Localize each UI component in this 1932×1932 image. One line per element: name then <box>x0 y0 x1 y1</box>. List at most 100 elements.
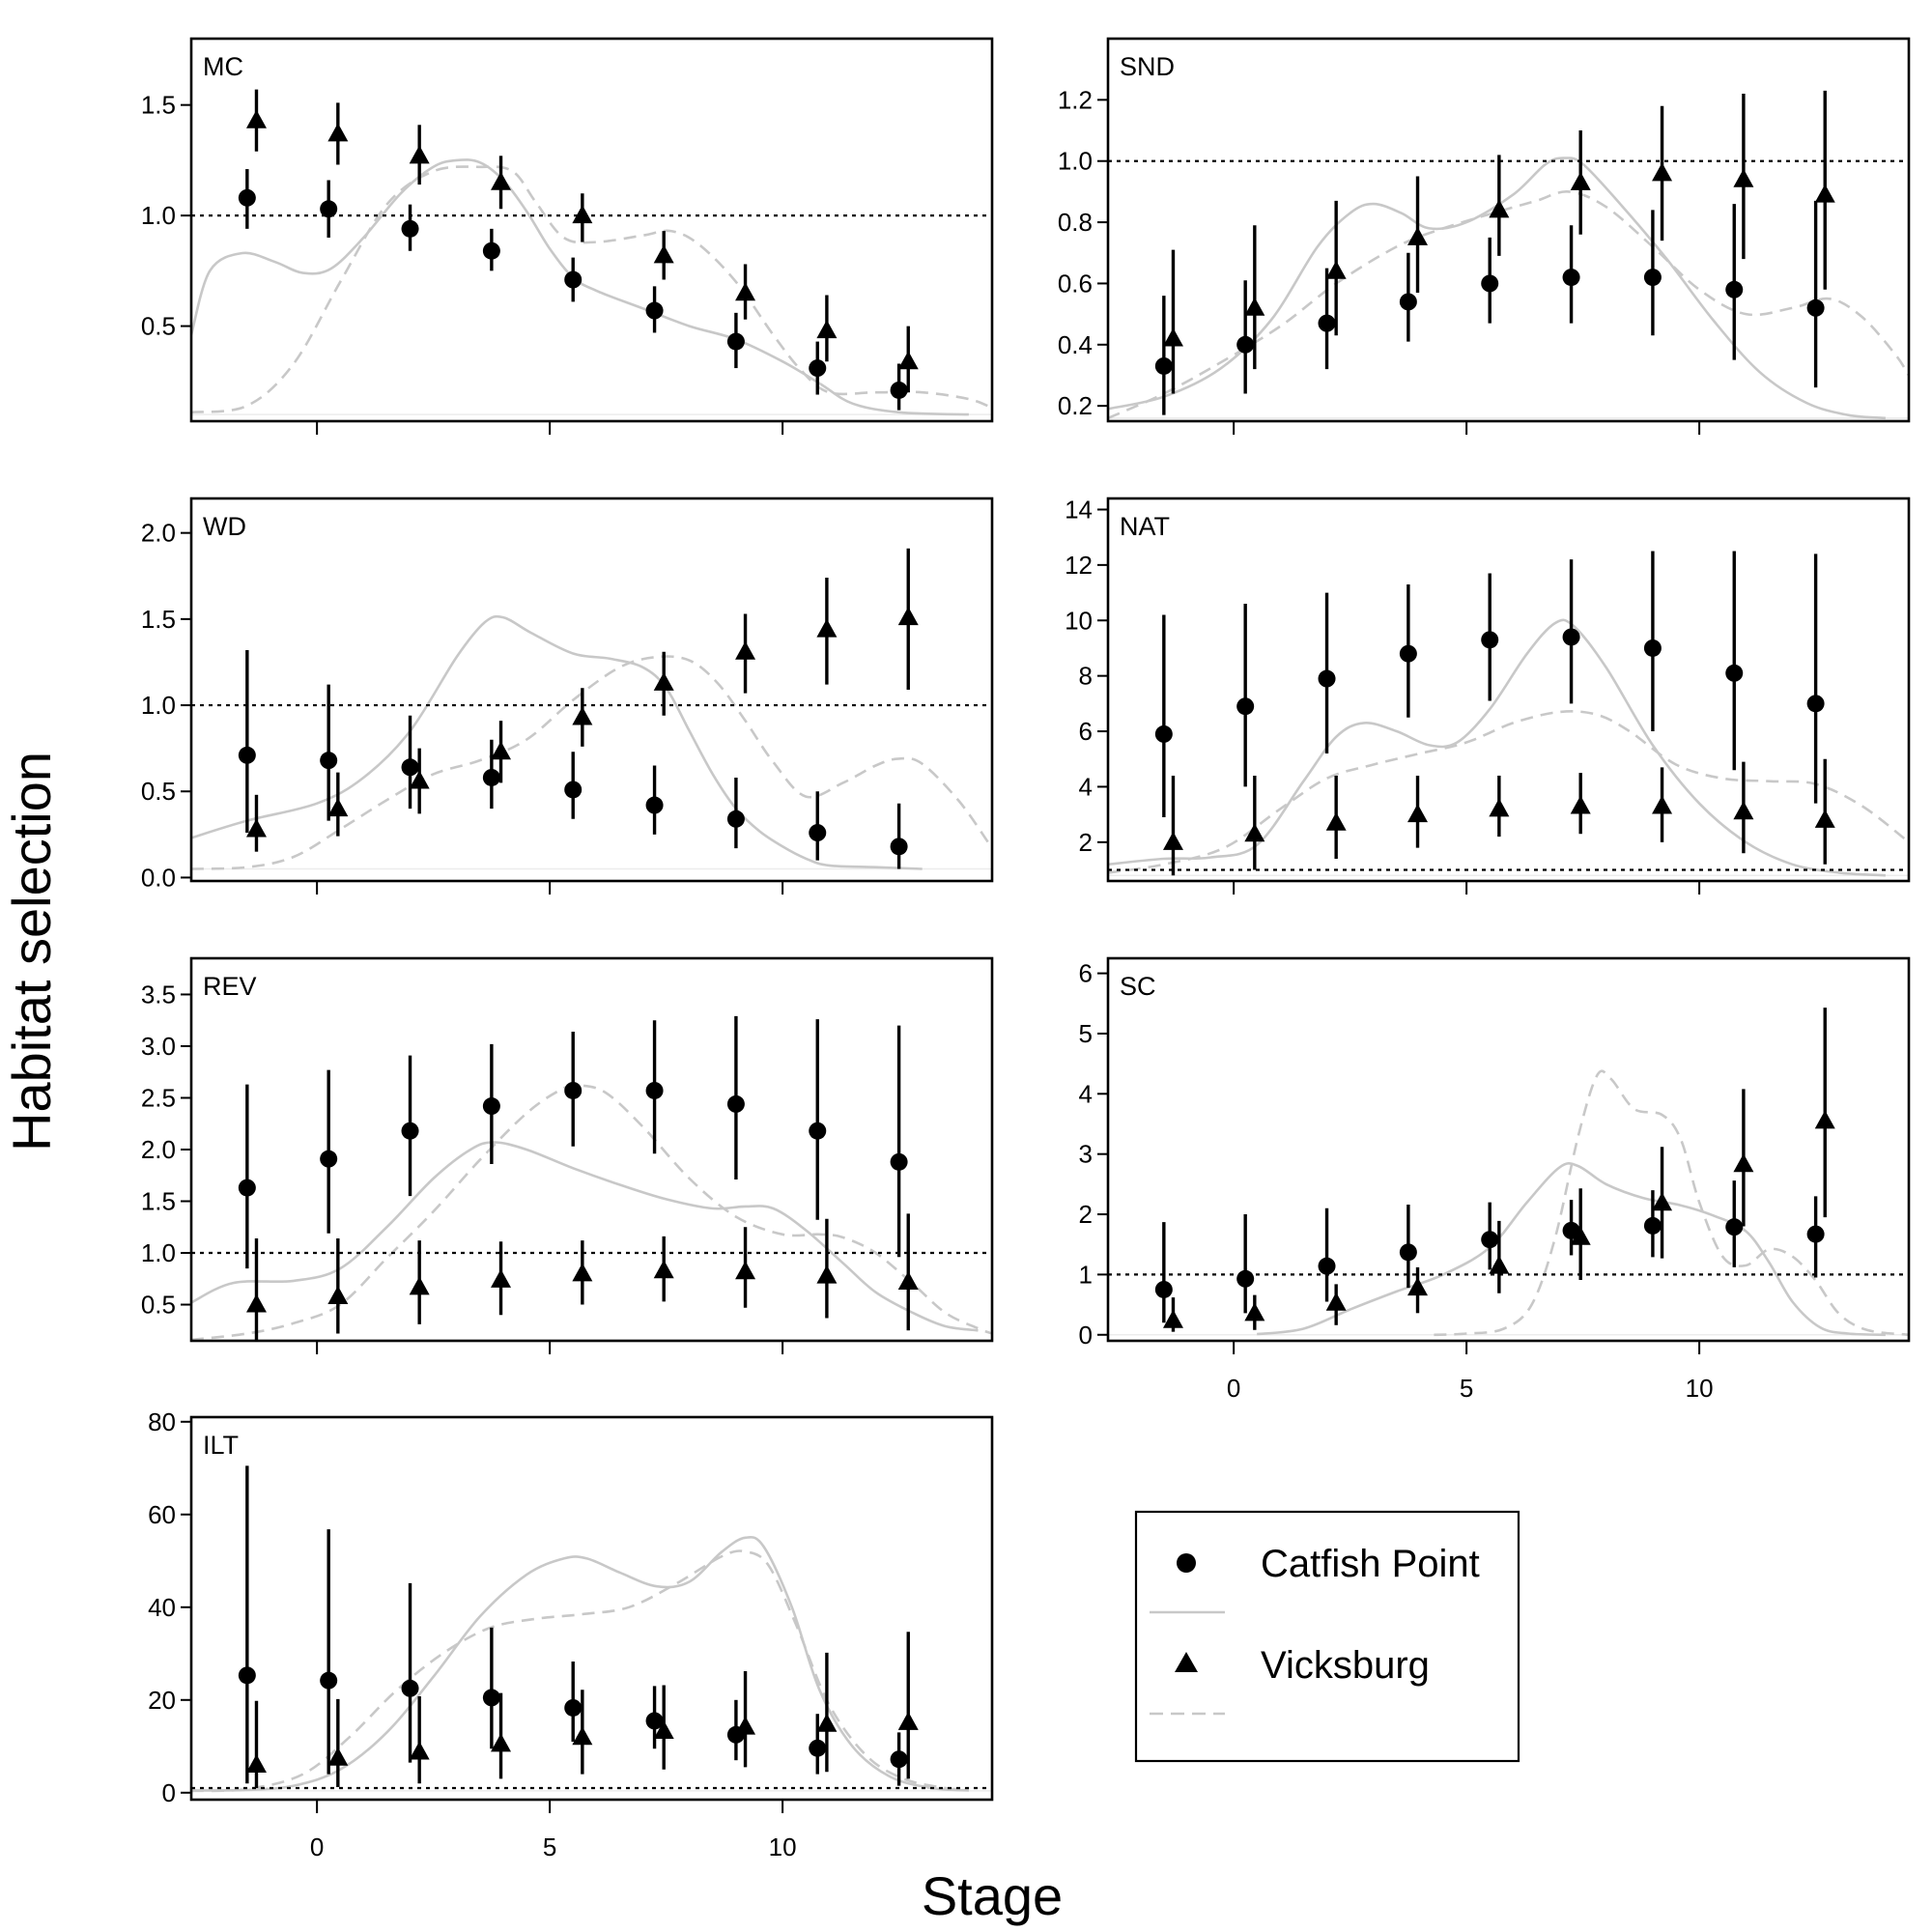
frame-mc <box>189 37 994 423</box>
point-vicksburg-sc <box>1244 1302 1265 1321</box>
panel-ilt: 0 20 40 60 80 0 5 10 ILT <box>148 1407 994 1861</box>
ytick-label-rev: 3.5 <box>141 980 176 1009</box>
point-vicksburg-mc <box>897 351 919 370</box>
ytick-label-sc: 6 <box>1079 959 1093 988</box>
density-solid-rev <box>191 1141 979 1332</box>
point-catfish-point-sc <box>1318 1257 1336 1275</box>
ytick-label-snd: 0.8 <box>1058 208 1093 237</box>
density-solid-mc <box>191 158 969 416</box>
point-vicksburg-rev <box>327 1285 349 1304</box>
point-vicksburg-mc <box>735 282 756 301</box>
plot-area-sc <box>1108 1008 1909 1337</box>
ytick-label-mc: 0.5 <box>141 312 176 341</box>
xtick-label-sc: 10 <box>1686 1374 1714 1403</box>
point-catfish-point-sc <box>1725 1218 1744 1236</box>
point-catfish-point-wd <box>482 768 500 786</box>
xtick-label-ilt: 0 <box>310 1833 324 1861</box>
point-vicksburg-rev <box>816 1264 838 1284</box>
point-catfish-point-sc <box>1236 1269 1255 1288</box>
point-catfish-point-nat <box>1318 669 1336 688</box>
point-vicksburg-mc <box>653 244 674 264</box>
point-catfish-point-sc <box>1562 1221 1580 1239</box>
point-vicksburg-sc <box>1325 1292 1347 1311</box>
legend-label-catfish-point: Catfish Point <box>1261 1543 1480 1585</box>
plot-area-ilt <box>191 1465 992 1793</box>
point-vicksburg-sc <box>1652 1192 1673 1211</box>
point-catfish-point-snd <box>1725 280 1744 298</box>
panel-rev: 0.5 1.0 1.5 2.0 2.5 3.0 3.5 REV <box>141 956 994 1354</box>
xtick-label-ilt: 5 <box>543 1833 556 1861</box>
panel-label-wd: WD <box>203 512 246 541</box>
plot-area-wd <box>191 548 992 870</box>
point-catfish-point-snd <box>1236 335 1255 354</box>
point-catfish-point-rev <box>320 1150 338 1168</box>
point-vicksburg-nat <box>1162 831 1183 850</box>
point-vicksburg-ilt <box>735 1716 756 1735</box>
point-catfish-point-mc <box>564 270 582 289</box>
point-catfish-point-rev <box>401 1122 419 1140</box>
point-vicksburg-ilt <box>491 1733 512 1752</box>
panel-label-sc: SC <box>1120 972 1156 1001</box>
point-catfish-point-nat <box>1806 695 1825 713</box>
point-catfish-point-ilt <box>401 1679 419 1697</box>
point-vicksburg-ilt <box>572 1726 593 1746</box>
point-vicksburg-wd <box>735 640 756 660</box>
point-catfish-point-wd <box>645 796 664 814</box>
point-vicksburg-rev <box>491 1268 512 1288</box>
point-catfish-point-nat <box>1154 724 1173 743</box>
point-catfish-point-nat <box>1562 628 1580 646</box>
point-vicksburg-nat <box>1407 804 1429 823</box>
point-vicksburg-mc <box>572 205 593 224</box>
point-vicksburg-snd <box>1325 260 1347 279</box>
point-catfish-point-snd <box>1481 274 1499 293</box>
point-vicksburg-nat <box>1325 811 1347 831</box>
point-vicksburg-snd <box>1570 171 1591 190</box>
ytick-label-snd: 1.0 <box>1058 147 1093 176</box>
plot-area-nat <box>1108 551 1909 877</box>
point-vicksburg-rev <box>653 1260 674 1279</box>
ytick-label-nat: 6 <box>1079 717 1093 746</box>
point-vicksburg-ilt <box>897 1711 919 1730</box>
panel-mc: 0.5 1.0 1.5 MC <box>141 37 994 435</box>
point-vicksburg-sc <box>1570 1226 1591 1245</box>
point-vicksburg-sc <box>1489 1255 1510 1274</box>
density-dashed-sc <box>1434 1069 1909 1337</box>
point-vicksburg-rev <box>735 1261 756 1280</box>
ytick-label-rev: 0.5 <box>141 1291 176 1320</box>
ytick-label-sc: 3 <box>1079 1140 1093 1169</box>
ytick-label-rev: 2.0 <box>141 1135 176 1164</box>
ytick-label-ilt: 60 <box>148 1500 176 1529</box>
density-dashed-snd <box>1108 190 1909 419</box>
point-catfish-point-nat <box>1236 697 1255 716</box>
ytick-label-nat: 14 <box>1065 495 1093 524</box>
point-vicksburg-snd <box>1489 199 1510 218</box>
density-dashed-nat <box>1108 710 1909 874</box>
density-solid-nat <box>1108 618 1886 877</box>
legend: Catfish Point Vicksburg <box>1134 1510 1520 1763</box>
point-vicksburg-ilt <box>327 1747 349 1766</box>
point-catfish-point-sc <box>1643 1216 1662 1235</box>
point-catfish-point-snd <box>1154 356 1173 375</box>
ytick-label-sc: 1 <box>1079 1260 1093 1289</box>
point-vicksburg-mc <box>245 109 267 128</box>
density-solid-snd <box>1108 156 1887 420</box>
point-vicksburg-mc <box>327 123 349 142</box>
point-vicksburg-wd <box>245 818 267 838</box>
legend-marker-vicksburg <box>1175 1652 1198 1672</box>
ytick-label-ilt: 40 <box>148 1593 176 1622</box>
frame-wd <box>189 497 994 883</box>
xtick-label-ilt: 10 <box>769 1833 797 1861</box>
ytick-label-mc: 1.5 <box>141 91 176 120</box>
ytick-label-nat: 2 <box>1079 828 1093 857</box>
point-vicksburg-sc <box>1814 1110 1835 1129</box>
point-vicksburg-wd <box>653 671 674 691</box>
ytick-label-rev: 1.0 <box>141 1238 176 1267</box>
point-vicksburg-mc <box>491 171 512 190</box>
legend-box <box>1134 1510 1520 1763</box>
point-vicksburg-ilt <box>409 1741 430 1760</box>
density-dashed-ilt <box>191 1549 969 1793</box>
ytick-label-rev: 2.5 <box>141 1083 176 1112</box>
ytick-label-nat: 12 <box>1065 551 1093 580</box>
point-catfish-point-ilt <box>564 1698 582 1717</box>
point-catfish-point-ilt <box>809 1739 827 1757</box>
